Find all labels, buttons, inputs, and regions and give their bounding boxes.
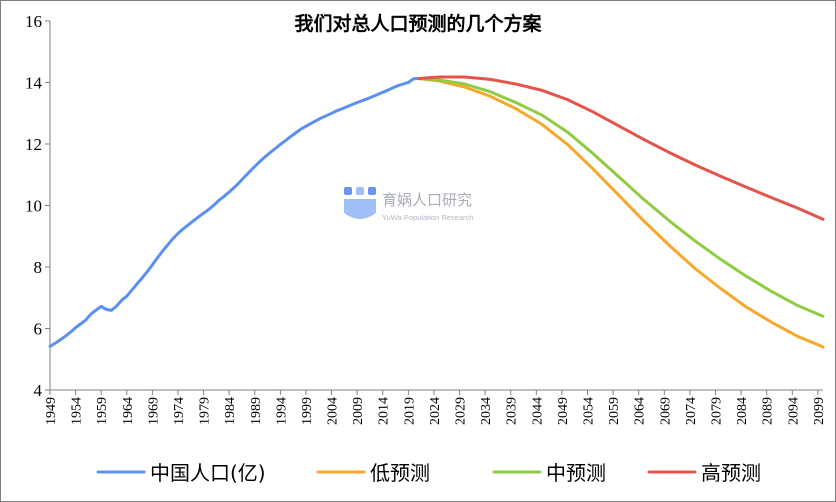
series-line-mid <box>417 77 825 318</box>
y-axis-ticks: 4 6 8 10 12 14 16 <box>25 12 50 400</box>
legend-label: 低预测 <box>370 461 430 485</box>
x-tick-label: 1954 <box>70 397 85 425</box>
x-tick-label: 2079 <box>709 397 724 425</box>
x-tick-label: 2024 <box>428 397 443 425</box>
x-tick-label: 2084 <box>735 397 750 425</box>
x-tick-label: 1994 <box>274 397 289 425</box>
legend: 中国人口(亿) 低预测 中预测 高预测 <box>96 461 761 485</box>
y-tick-label: 12 <box>25 135 42 154</box>
x-tick-label: 1984 <box>223 397 238 425</box>
legend-item-actual: 中国人口(亿) <box>96 461 266 485</box>
x-tick-label: 2029 <box>454 397 469 425</box>
x-tick-label: 2044 <box>530 397 545 425</box>
x-tick-label: 1959 <box>95 397 110 425</box>
legend-item-high: 高预测 <box>647 461 761 485</box>
x-tick-label: 2019 <box>402 397 417 425</box>
x-tick-label: 2094 <box>786 397 801 425</box>
x-tick-label: 2089 <box>761 397 776 425</box>
x-tick-label: 2059 <box>607 397 622 425</box>
x-tick-label: 1949 <box>44 397 59 425</box>
x-axis-ticks: 1949 1954 1959 1964 1969 1974 1979 1984 1989 1994… <box>44 390 827 425</box>
legend-label: 中国人口(亿) <box>150 461 266 485</box>
x-tick-label: 2049 <box>556 397 571 425</box>
series-line-low <box>417 77 825 349</box>
x-tick-label: 2039 <box>505 397 520 425</box>
y-tick-label: 4 <box>34 381 43 400</box>
legend-label: 高预测 <box>701 461 761 485</box>
y-tick-label: 8 <box>34 258 43 277</box>
legend-item-low: 低预测 <box>316 461 430 485</box>
x-tick-label: 2014 <box>377 397 392 425</box>
x-tick-label: 2009 <box>351 397 366 425</box>
series-lines <box>48 75 825 349</box>
y-tick-label: 14 <box>25 74 43 93</box>
x-tick-label: 2054 <box>582 397 597 425</box>
x-tick-label: 2069 <box>658 397 673 425</box>
x-tick-label: 1974 <box>172 397 187 425</box>
x-tick-label: 2064 <box>633 397 648 425</box>
series-line-high <box>417 75 825 221</box>
watermark-name-en: YuWa Population Research <box>382 213 473 222</box>
watermark: 育娲人口研究 YuWa Population Research <box>344 187 473 222</box>
x-tick-label: 1989 <box>249 397 264 425</box>
x-tick-label: 2074 <box>684 397 699 425</box>
x-tick-label: 1979 <box>198 397 213 425</box>
x-tick-label: 2099 <box>812 397 827 425</box>
x-tick-label: 1964 <box>121 397 136 425</box>
series-line-actual <box>48 77 421 348</box>
y-tick-label: 16 <box>25 12 42 31</box>
x-tick-label: 1999 <box>300 397 315 425</box>
y-tick-label: 6 <box>34 320 43 339</box>
x-tick-label: 2004 <box>326 397 341 425</box>
x-tick-label: 2034 <box>479 397 494 425</box>
legend-label: 中预测 <box>546 461 606 485</box>
chart-title: 我们对总人口预测的几个方案 <box>294 12 542 35</box>
x-tick-label: 1969 <box>146 397 161 425</box>
watermark-logo <box>344 187 376 219</box>
legend-item-mid: 中预测 <box>492 461 606 485</box>
watermark-name-cn: 育娲人口研究 <box>382 191 472 209</box>
y-tick-label: 10 <box>25 197 42 216</box>
